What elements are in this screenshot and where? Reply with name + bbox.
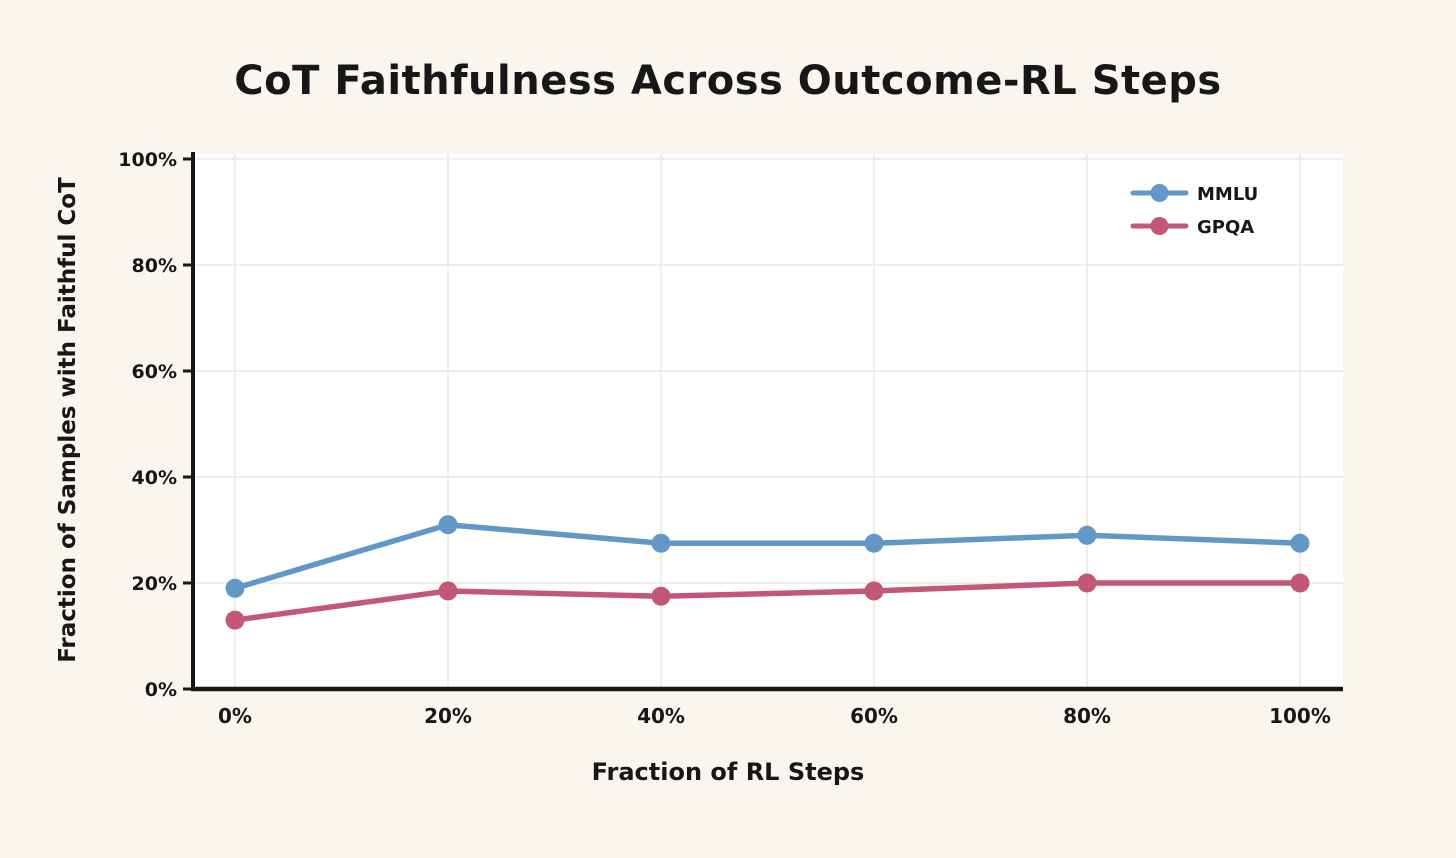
x-tick-label: 40% bbox=[637, 704, 685, 728]
mmlu-point bbox=[225, 578, 245, 598]
x-tick-label: 80% bbox=[1063, 704, 1111, 728]
y-tick-label: 100% bbox=[118, 149, 177, 171]
legend-item-mmlu: MMLU bbox=[1130, 184, 1258, 205]
legend-item-gpqa: GPQA bbox=[1130, 217, 1254, 238]
mmlu-point bbox=[864, 533, 884, 553]
y-tick-label: 20% bbox=[132, 573, 177, 595]
axis-spines bbox=[191, 152, 1343, 692]
gpqa-point bbox=[864, 581, 884, 601]
mmlu-point bbox=[1077, 525, 1097, 545]
x-tick-label: 60% bbox=[850, 704, 898, 728]
x-tick-label: 0% bbox=[218, 704, 252, 728]
x-axis-label: Fraction of RL Steps bbox=[591, 758, 865, 786]
y-tick-label: 0% bbox=[145, 679, 177, 701]
gpqa-point bbox=[1077, 573, 1097, 593]
mmlu-point bbox=[1290, 533, 1310, 553]
gpqa-point bbox=[651, 586, 671, 606]
data-series bbox=[225, 515, 1310, 630]
gpqa-point bbox=[225, 610, 245, 630]
gpqa-line bbox=[232, 580, 1303, 623]
x-tick-label: 100% bbox=[1269, 704, 1331, 728]
mmlu-line bbox=[232, 521, 1303, 592]
y-tick-label: 80% bbox=[132, 255, 177, 277]
plot-background-rect bbox=[195, 154, 1343, 689]
gpqa-point bbox=[438, 581, 458, 601]
legend-label-gpqa: GPQA bbox=[1197, 217, 1254, 238]
x-tick-label: 20% bbox=[424, 704, 472, 728]
legend-swatch-marker bbox=[1150, 217, 1169, 235]
legend: MMLU GPQA bbox=[1130, 184, 1258, 238]
y-tick-label: 60% bbox=[132, 361, 177, 383]
chart-title: CoT Faithfulness Across Outcome-RL Steps bbox=[234, 58, 1222, 104]
axis-ticks: 0% 20% 40% 60% 80% 100% 0% 20% 40% 60% 80% 100% bbox=[118, 149, 1331, 728]
legend-swatch-marker bbox=[1150, 184, 1169, 202]
plot-background bbox=[195, 154, 1343, 689]
y-tick-label: 40% bbox=[132, 467, 177, 489]
mmlu-point bbox=[438, 515, 458, 535]
legend-label-mmlu: MMLU bbox=[1197, 184, 1258, 205]
mmlu-point bbox=[651, 533, 671, 553]
gpqa-point bbox=[1290, 573, 1310, 593]
